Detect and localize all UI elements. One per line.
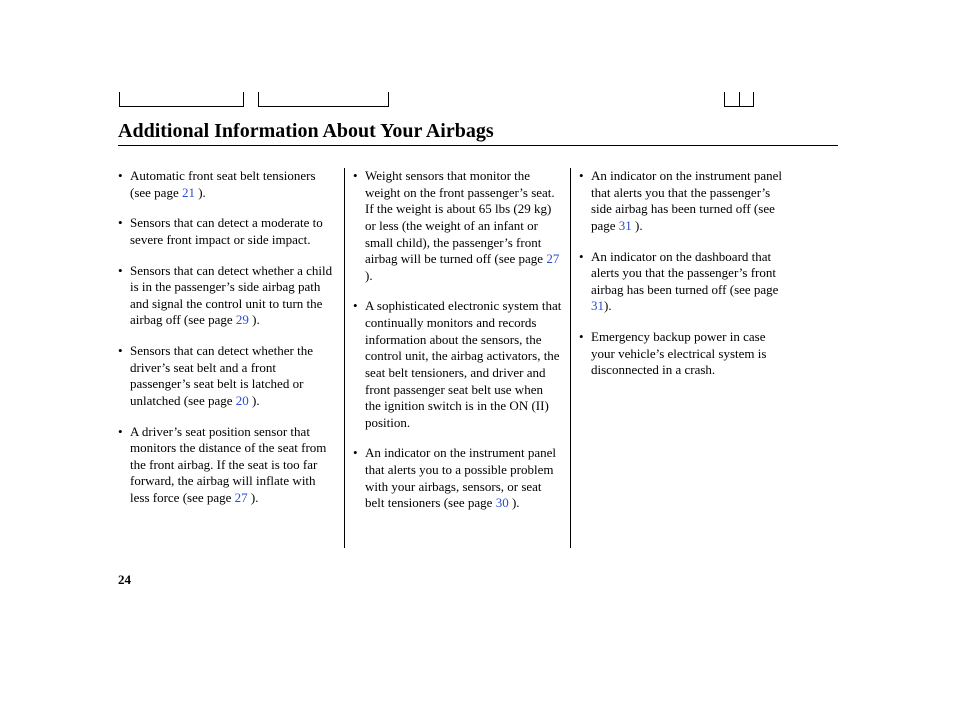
bullet-list: An indicator on the instrument panel tha… bbox=[579, 168, 788, 379]
list-item: A sophisticated electronic system that c… bbox=[353, 298, 562, 431]
list-item: A driver’s seat position sensor that mon… bbox=[118, 424, 336, 507]
item-text-post: ). bbox=[632, 218, 643, 233]
page-number: 24 bbox=[118, 572, 131, 588]
page-ref-link[interactable]: 21 bbox=[182, 185, 195, 200]
column-1: Automatic front seat belt tensioners (se… bbox=[118, 168, 344, 548]
content-columns: Automatic front seat belt tensioners (se… bbox=[118, 168, 838, 548]
crop-mark-sq-2 bbox=[739, 92, 754, 107]
page-ref-link[interactable]: 31 bbox=[591, 298, 604, 313]
list-item: An indicator on the instrument panel tha… bbox=[353, 445, 562, 512]
bullet-list: Automatic front seat belt tensioners (se… bbox=[118, 168, 336, 507]
item-text-post: ). bbox=[195, 185, 206, 200]
page-ref-link[interactable]: 30 bbox=[496, 495, 509, 510]
list-item: Weight sensors that monitor the weight o… bbox=[353, 168, 562, 284]
list-item: Sensors that can detect a moderate to se… bbox=[118, 215, 336, 248]
bullet-list: Weight sensors that monitor the weight o… bbox=[353, 168, 562, 512]
item-text-post: ). bbox=[248, 490, 259, 505]
item-text: A driver’s seat position sensor that mon… bbox=[130, 424, 326, 506]
item-text: Weight sensors that monitor the weight o… bbox=[365, 168, 555, 266]
page-ref-link[interactable]: 20 bbox=[236, 393, 249, 408]
item-text-post: ). bbox=[249, 393, 260, 408]
column-2: Weight sensors that monitor the weight o… bbox=[344, 168, 570, 548]
page-ref-link[interactable]: 27 bbox=[546, 251, 559, 266]
crop-mark-sq-1 bbox=[724, 92, 739, 107]
item-text-post: ). bbox=[249, 312, 260, 327]
item-text: Automatic front seat belt tensioners (se… bbox=[130, 168, 316, 200]
title-rule bbox=[118, 145, 838, 146]
list-item: An indicator on the dashboard that alert… bbox=[579, 249, 788, 316]
page-ref-link[interactable]: 29 bbox=[236, 312, 249, 327]
item-text-post: ). bbox=[604, 298, 612, 313]
crop-mark-left bbox=[119, 92, 244, 107]
item-text-post: ). bbox=[365, 268, 373, 283]
item-text-post: ). bbox=[509, 495, 520, 510]
item-text: An indicator on the instrument panel tha… bbox=[365, 445, 556, 510]
item-text: A sophisticated electronic system that c… bbox=[365, 298, 561, 429]
column-3: An indicator on the instrument panel tha… bbox=[570, 168, 796, 548]
page-ref-link[interactable]: 31 bbox=[619, 218, 632, 233]
item-text: Emergency backup power in case your vehi… bbox=[591, 329, 766, 377]
page-title: Additional Information About Your Airbag… bbox=[118, 120, 494, 143]
list-item: Automatic front seat belt tensioners (se… bbox=[118, 168, 336, 201]
item-text: An indicator on the dashboard that alert… bbox=[591, 249, 778, 297]
list-item: An indicator on the instrument panel tha… bbox=[579, 168, 788, 235]
page-ref-link[interactable]: 27 bbox=[235, 490, 248, 505]
list-item: Emergency backup power in case your vehi… bbox=[579, 329, 788, 379]
item-text: Sensors that can detect a moderate to se… bbox=[130, 215, 323, 247]
item-text: Sensors that can detect whether a child … bbox=[130, 263, 332, 328]
list-item: Sensors that can detect whether a child … bbox=[118, 263, 336, 330]
list-item: Sensors that can detect whether the driv… bbox=[118, 343, 336, 410]
crop-mark-mid bbox=[258, 92, 389, 107]
item-text: Sensors that can detect whether the driv… bbox=[130, 343, 313, 408]
